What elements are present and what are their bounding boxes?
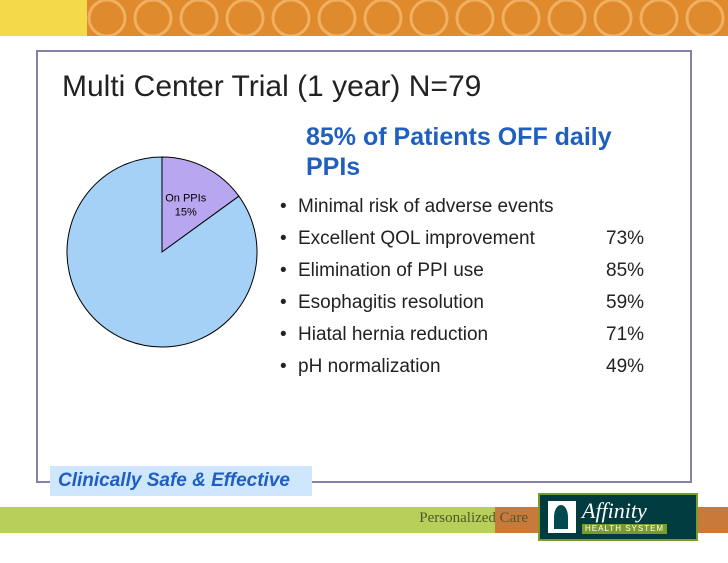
bullet-text: Elimination of PPI use: [298, 260, 606, 282]
bullet-value: 85%: [606, 260, 666, 282]
bullet-value: 59%: [606, 292, 666, 314]
bullet-item: Excellent QOL improvement73%: [280, 228, 666, 250]
logo-name: Affinity: [582, 500, 667, 522]
bullet-value: 71%: [606, 324, 666, 346]
pie-chart: On PPIs 15%: [62, 122, 262, 357]
findings-column: 85% of Patients OFF daily PPIs Minimal r…: [280, 122, 666, 388]
bullet-text: Esophagitis resolution: [298, 292, 606, 314]
bullet-text: Hiatal hernia reduction: [298, 324, 606, 346]
logo-mark-icon: [548, 501, 576, 533]
callout-bar: Clinically Safe & Effective: [50, 466, 312, 496]
bullet-item: Minimal risk of adverse events: [280, 196, 666, 218]
bullet-value: 73%: [606, 228, 666, 250]
slide-title: Multi Center Trial (1 year) N=79: [62, 70, 666, 104]
logo-subtitle: HEALTH SYSTEM: [582, 524, 667, 534]
bullet-list: Minimal risk of adverse events Excellent …: [280, 196, 666, 378]
top-decorative-band: [0, 0, 728, 36]
bullet-item: Esophagitis resolution59%: [280, 292, 666, 314]
bullet-item: pH normalization49%: [280, 356, 666, 378]
slide-content-frame: Multi Center Trial (1 year) N=79 On PPIs…: [36, 50, 692, 483]
bullet-item: Hiatal hernia reduction71%: [280, 324, 666, 346]
affinity-logo: Affinity HEALTH SYSTEM: [538, 493, 698, 541]
bullet-value: 49%: [606, 356, 666, 378]
svg-text:15%: 15%: [175, 206, 197, 218]
svg-text:On PPIs: On PPIs: [165, 192, 206, 204]
bullet-text: Excellent QOL improvement: [298, 228, 606, 250]
tagline-text: Personalized Care: [419, 510, 528, 527]
headline-text: 85% of Patients OFF daily PPIs: [280, 122, 666, 182]
main-row: On PPIs 15% 85% of Patients OFF daily PPI…: [62, 122, 666, 388]
bullet-text: pH normalization: [298, 356, 606, 378]
bullet-item: Elimination of PPI use85%: [280, 260, 666, 282]
bullet-text: Minimal risk of adverse events: [298, 196, 606, 218]
